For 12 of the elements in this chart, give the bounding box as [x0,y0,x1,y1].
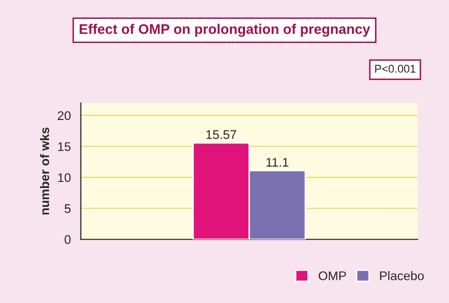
y-tick-label: 20 [58,111,71,120]
legend-label: Placebo [380,271,424,280]
text: P<0.001 [375,64,416,73]
y-axis-title: number of wks [40,128,50,214]
data-label: 15.57 [206,130,236,140]
data-label: 11.1 [266,158,288,167]
y-tick-label: 0 [64,235,71,244]
y-tick-label: 10 [58,173,71,182]
legend-label: OMP [318,271,346,280]
y-tick-label: 5 [64,204,71,214]
chart-title: Effect of OMP on prolongation of pregnancy [80,24,370,37]
y-tick-label: 15 [58,142,71,152]
